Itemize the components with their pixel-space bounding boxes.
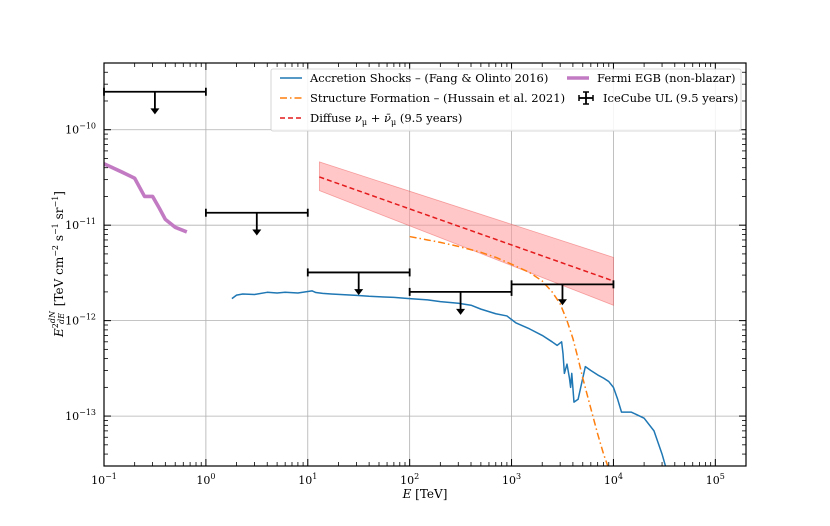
x-tick-label: 103 xyxy=(502,472,521,487)
upper-limit-marker xyxy=(103,87,207,115)
upper-limit-arrowhead xyxy=(252,229,262,236)
upper-limit-arrowhead xyxy=(456,308,466,315)
axis-ticks xyxy=(103,63,746,466)
upper-limit-arrowhead xyxy=(557,299,567,306)
series-layer xyxy=(104,162,667,466)
x-tick-label: 102 xyxy=(400,472,419,487)
series-line-accretion-shocks-fang-olinto-2016 xyxy=(231,290,667,466)
upper-limit-marker xyxy=(204,208,309,236)
svg-text:E2dNdE [TeV cm−2 s−1 sr−1]: E2dNdE [TeV cm−2 s−1 sr−1] xyxy=(48,191,66,338)
x-tick-label: 101 xyxy=(298,472,317,487)
legend-label-icecube-ul: IceCube UL (9.5 years) xyxy=(603,91,738,105)
x-tick-label: 104 xyxy=(604,472,623,487)
upper-limit-arrowhead xyxy=(354,289,364,296)
upper-limit-marker xyxy=(408,287,513,315)
legend-label-fermi-egb-non-blazar: Fermi EGB (non-blazar) xyxy=(597,71,735,85)
plot-frame xyxy=(103,62,747,467)
series-line-fermi-egb-non-blazar xyxy=(104,162,188,234)
x-tick-labels: 10−1 100 101 102 103 104 105 xyxy=(91,472,725,487)
y-tick-label: 10−11 xyxy=(65,217,96,232)
series-band-diffuse-9-5-years xyxy=(318,161,614,306)
legend-label-structure-formation-hussain-et-al-2021: Structure Formation – (Hussain et al. 20… xyxy=(310,91,565,105)
y-tick-labels: 10−13 10−12 10−11 10−10 xyxy=(65,122,96,423)
y-axis-label: E2dNdE [TeV cm−2 s−1 sr−1] xyxy=(48,191,66,338)
upper-limit-marker xyxy=(306,268,411,296)
upper-limit-marker xyxy=(510,280,615,306)
legend-box xyxy=(270,68,742,132)
x-tick-label: 105 xyxy=(706,472,725,487)
x-tick-label: 100 xyxy=(196,472,215,487)
y-tick-label: 10−12 xyxy=(65,313,96,328)
y-tick-label: 10−13 xyxy=(65,408,96,423)
series-line-structure-formation-hussain-et-al-2021 xyxy=(409,235,609,466)
legend: Accretion Shocks – (Fang & Olinto 2016) S… xyxy=(270,68,742,132)
y-tick-label: 10−10 xyxy=(65,122,96,137)
upper-limit-layer xyxy=(103,87,615,315)
legend-label-diffuse-9-5-years: Diffuse νμ + ν̄μ (9.5 years) xyxy=(310,111,462,127)
upper-limit-arrowhead xyxy=(150,108,160,115)
x-tick-label: 10−1 xyxy=(91,472,117,487)
legend-label-accretion-shocks-fang-olinto-2016: Accretion Shocks – (Fang & Olinto 2016) xyxy=(309,71,548,85)
diffuse-band-layer xyxy=(318,161,614,306)
series-line-diffuse-9-5-years xyxy=(319,176,614,282)
x-axis-label: E [TeV] xyxy=(402,487,448,501)
